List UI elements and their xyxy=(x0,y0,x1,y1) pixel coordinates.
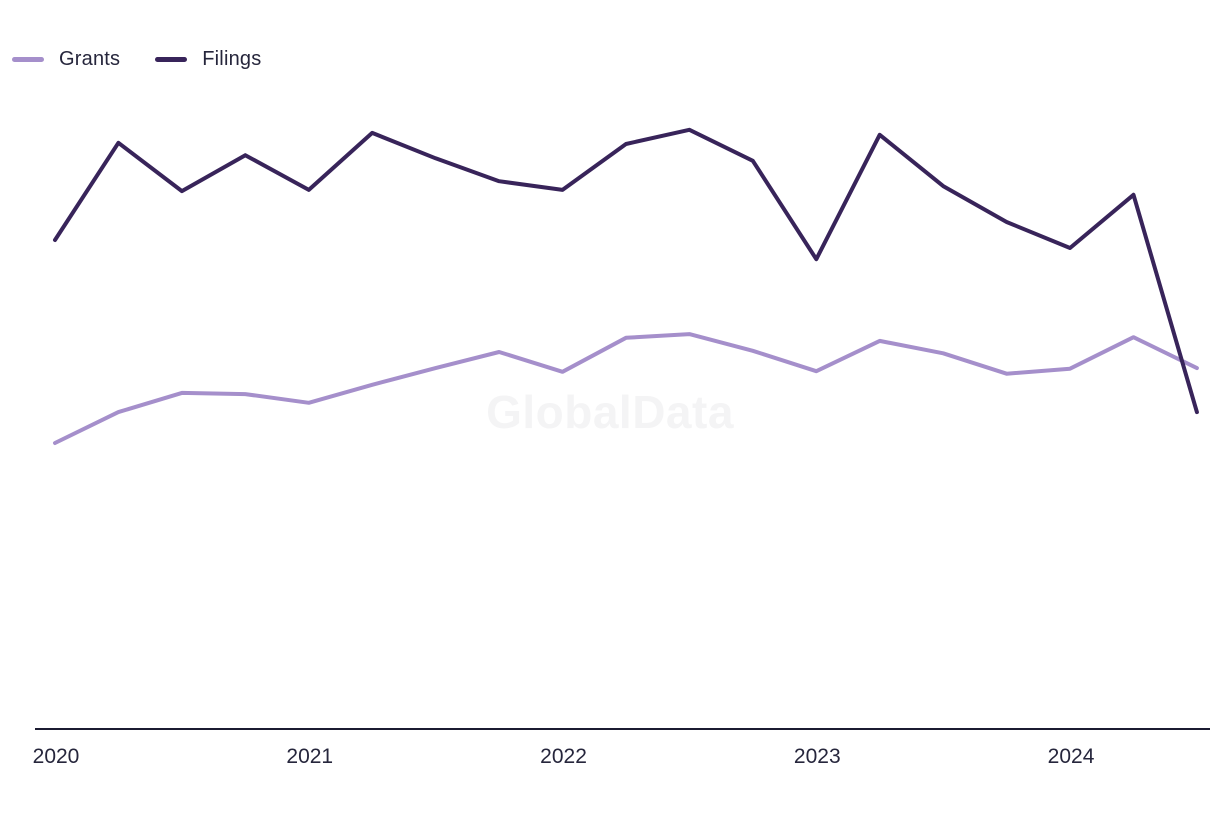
x-axis: 2020 2021 2022 2023 2024 xyxy=(0,745,1220,775)
x-tick-label-2020: 2020 xyxy=(32,745,80,768)
legend-item-grants[interactable]: Grants xyxy=(12,48,120,71)
grants-swatch-icon xyxy=(12,57,44,62)
legend-label-filings: Filings xyxy=(202,48,262,70)
legend: Grants Filings xyxy=(12,48,261,71)
x-tick-label-2024: 2024 xyxy=(1047,745,1095,768)
legend-label-grants: Grants xyxy=(59,48,121,70)
grants-line xyxy=(53,332,1199,445)
x-tick-label-2023: 2023 xyxy=(793,745,841,768)
x-tick-label-2022: 2022 xyxy=(540,745,587,768)
x-tick-label-2021: 2021 xyxy=(286,745,334,768)
filings-line xyxy=(53,127,1199,415)
filings-swatch-icon xyxy=(155,57,188,62)
legend-item-filings[interactable]: Filings xyxy=(155,48,261,71)
